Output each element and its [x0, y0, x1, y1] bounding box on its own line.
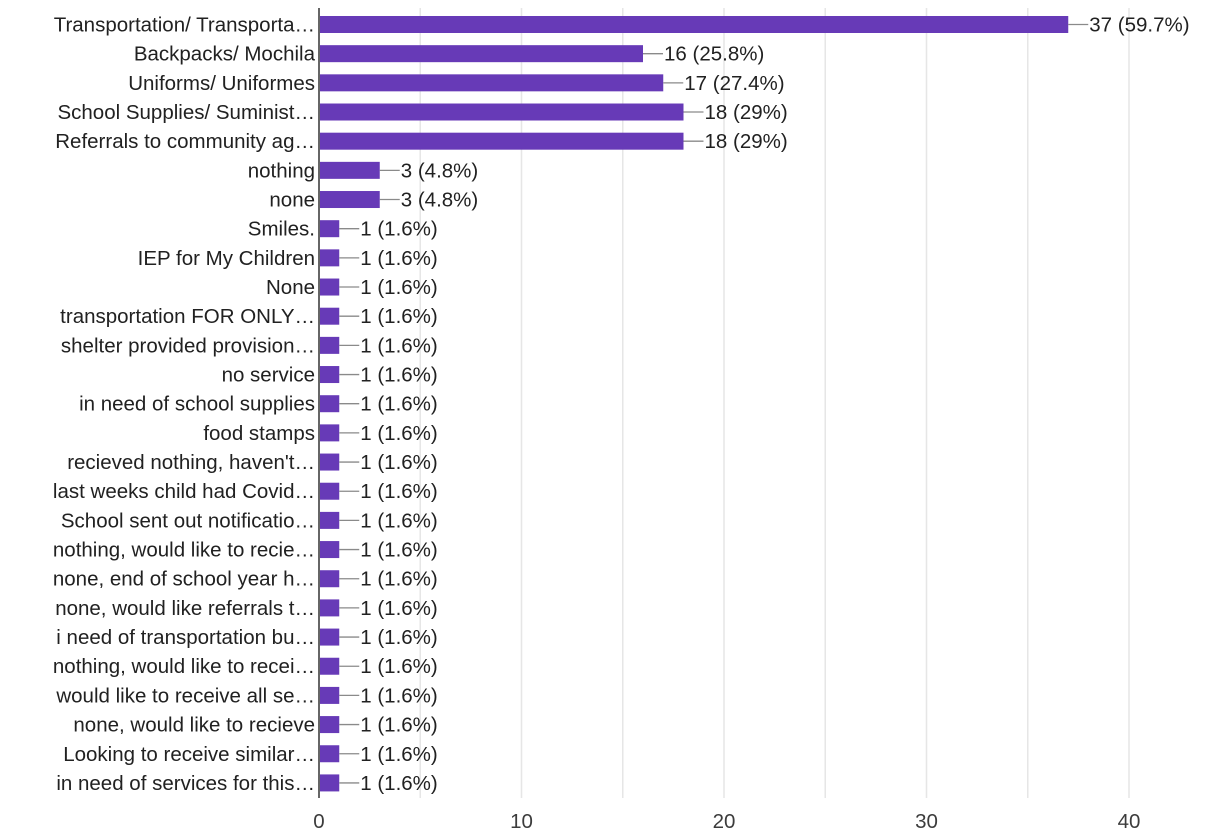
x-tick-label: 0: [313, 810, 324, 833]
data-label: 1 (1.6%): [360, 655, 437, 678]
data-label: 1 (1.6%): [360, 568, 437, 591]
category-label: shelter provided provision…: [61, 334, 315, 357]
bar: [320, 278, 340, 296]
category-label: transportation FOR ONLY…: [60, 305, 315, 328]
bar: [320, 745, 340, 763]
bar: [320, 657, 340, 675]
data-label: 1 (1.6%): [360, 218, 437, 241]
data-label: 1 (1.6%): [360, 684, 437, 707]
data-label: 1 (1.6%): [360, 539, 437, 562]
category-label: food stamps: [203, 422, 315, 445]
category-label: nothing: [248, 159, 315, 182]
bar: [320, 453, 340, 471]
category-label: in need of services for this…: [56, 772, 315, 795]
bar: [320, 307, 340, 325]
data-label: 1 (1.6%): [360, 509, 437, 532]
category-label: Backpacks/ Mochila: [134, 43, 316, 66]
category-label: School Supplies/ Suminist…: [57, 101, 315, 124]
bar: [320, 191, 380, 209]
category-label: Looking to receive similar…: [63, 743, 315, 766]
category-label: nothing, would like to recie…: [53, 539, 315, 562]
category-label: None: [266, 276, 315, 299]
data-label: 1 (1.6%): [360, 743, 437, 766]
bar: [320, 74, 664, 92]
data-label: 1 (1.6%): [360, 626, 437, 649]
category-label: would like to receive all se…: [55, 684, 315, 707]
bar: [320, 774, 340, 792]
bar: [320, 686, 340, 704]
x-tick-label: 40: [1118, 810, 1141, 833]
data-label: 18 (29%): [705, 101, 788, 124]
data-label: 1 (1.6%): [360, 276, 437, 299]
bar: [320, 511, 340, 529]
bar: [320, 103, 684, 121]
bar: [320, 16, 1069, 33]
data-label: 18 (29%): [705, 130, 788, 153]
data-label: 1 (1.6%): [360, 422, 437, 445]
category-label: last weeks child had Covid…: [53, 480, 315, 503]
data-labels: 37 (59.7%) 16 (25.8%) 17 (27.4%) 18 (29%) 18…: [339, 14, 1190, 795]
category-label: none, would like to recieve: [73, 714, 315, 737]
category-label: Referrals to community ag…: [55, 130, 315, 153]
category-label: no service: [222, 364, 315, 387]
category-labels: Transportation/ Transporta… Backpacks/ Mo…: [53, 14, 316, 795]
x-tick-label: 30: [915, 810, 938, 833]
bar: [320, 570, 340, 588]
category-label: i need of transportation bu…: [56, 626, 315, 649]
x-axis-ticks: 0 10 20 30 40: [313, 810, 1140, 833]
data-label: 1 (1.6%): [360, 451, 437, 474]
category-label: Transportation/ Transporta…: [54, 14, 315, 37]
data-label: 1 (1.6%): [360, 334, 437, 357]
bar: [320, 395, 340, 413]
bar: [320, 482, 340, 500]
category-label: none: [269, 189, 315, 212]
x-tick-label: 20: [713, 810, 736, 833]
bar: [320, 628, 340, 646]
bar: [320, 249, 340, 267]
category-label: none, end of school year h…: [53, 568, 315, 591]
bar: [320, 132, 684, 150]
category-label: none, would like referrals t…: [55, 597, 315, 620]
data-label: 17 (27.4%): [684, 72, 784, 95]
data-label: 1 (1.6%): [360, 714, 437, 737]
bar: [320, 220, 340, 238]
category-label: Smiles.: [248, 218, 315, 241]
bar: [320, 336, 340, 354]
category-label: recieved nothing, haven't…: [67, 451, 315, 474]
category-label: nothing, would like to recei…: [53, 655, 315, 678]
category-label: School sent out notificatio…: [61, 509, 315, 532]
bars: [320, 16, 1069, 792]
data-label: 1 (1.6%): [360, 305, 437, 328]
bar: [320, 716, 340, 734]
data-label: 1 (1.6%): [360, 772, 437, 795]
category-label: Uniforms/ Uniformes: [128, 72, 315, 95]
category-label: in need of school supplies: [79, 393, 315, 416]
category-label: IEP for My Children: [138, 247, 315, 270]
bar: [320, 424, 340, 442]
data-label: 16 (25.8%): [664, 43, 764, 66]
data-label: 3 (4.8%): [401, 189, 478, 212]
data-label: 1 (1.6%): [360, 364, 437, 387]
gridlines: [419, 8, 1130, 798]
data-label: 1 (1.6%): [360, 480, 437, 503]
data-label: 1 (1.6%): [360, 597, 437, 620]
bar: [320, 541, 340, 559]
data-label: 3 (4.8%): [401, 159, 478, 182]
bar: [320, 366, 340, 384]
data-label: 37 (59.7%): [1089, 14, 1189, 37]
bar: [320, 599, 340, 617]
data-label: 1 (1.6%): [360, 393, 437, 416]
x-tick-label: 10: [510, 810, 533, 833]
bar: [320, 45, 643, 63]
bar: [320, 161, 380, 179]
data-label: 1 (1.6%): [360, 247, 437, 270]
